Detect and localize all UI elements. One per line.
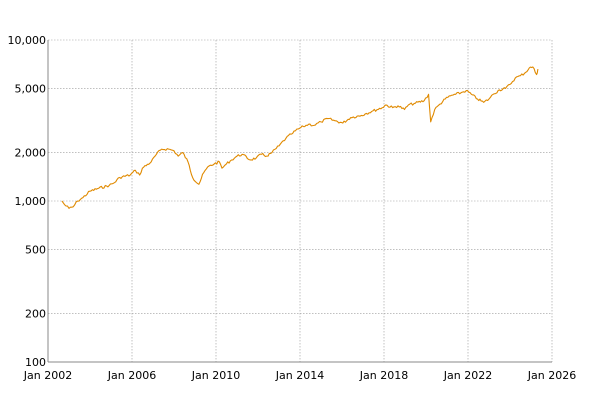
series-group [61,66,539,209]
x-tick-label: Jan 2006 [107,369,156,382]
y-axis-labels: 100 200 500 1,000 2,000 5,000 10,000 [8,34,47,369]
y-tick-label: 100 [25,356,46,369]
series-line [61,66,539,209]
x-tick-label: Jan 2026 [527,369,576,382]
x-tick-label: Jan 2010 [191,369,240,382]
axes [47,40,552,363]
y-tick-label: 200 [25,308,46,321]
x-tick-label: Jan 2002 [23,369,72,382]
x-tick-label: Jan 2022 [443,369,492,382]
y-tick-label: 500 [25,243,46,256]
x-axis-labels: Jan 2002 Jan 2006 Jan 2010 Jan 2014 Jan 2018… [23,369,576,382]
y-tick-label: 5,000 [15,82,47,95]
y-tick-label: 10,000 [8,34,47,47]
x-tick-label: Jan 2014 [275,369,324,382]
y-tick-label: 2,000 [15,147,47,160]
y-tick-label: 1,000 [15,195,47,208]
x-tick-label: Jan 2018 [359,369,408,382]
grid [48,39,553,362]
